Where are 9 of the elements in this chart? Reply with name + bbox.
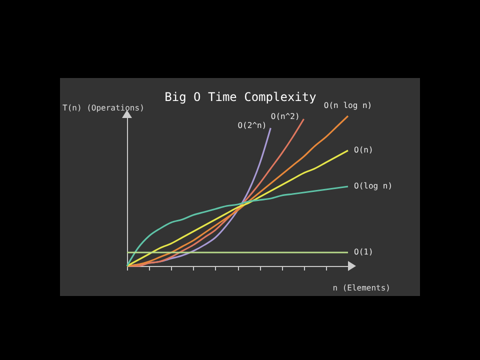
series-label: O(log n) xyxy=(354,182,393,190)
series-label: O(n^2) xyxy=(270,112,300,121)
y-axis-title: T(n) (Operations) xyxy=(62,104,144,112)
series-label: O(n log n) xyxy=(324,101,372,110)
chart-title: Big O Time Complexity xyxy=(164,90,316,104)
series-label: O(n) xyxy=(354,146,374,154)
series-label: O(2^n) xyxy=(238,121,267,130)
series-label: O(1) xyxy=(354,248,374,256)
x-axis-title: n (Elements) xyxy=(332,284,390,292)
